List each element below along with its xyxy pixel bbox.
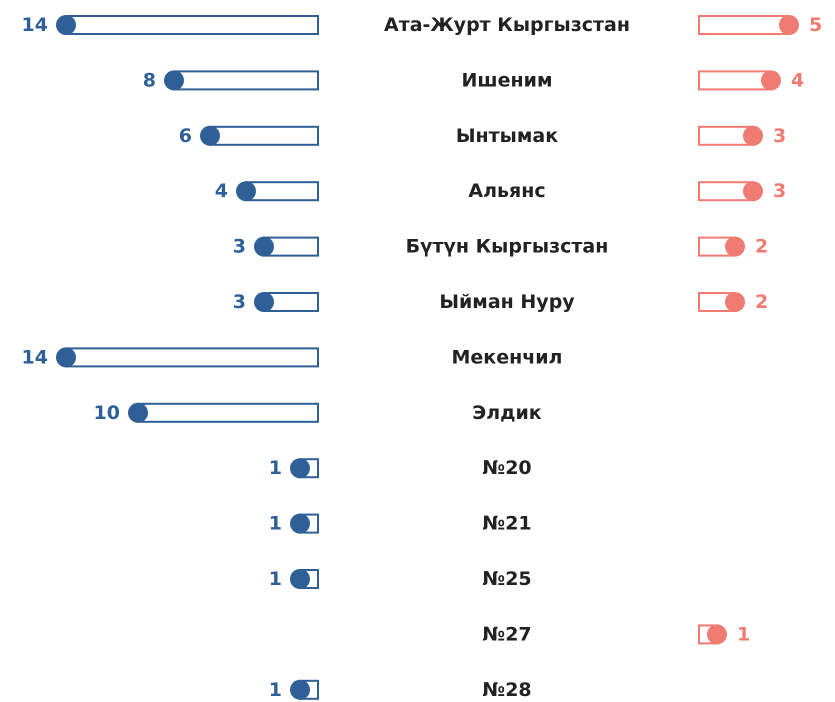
- bar-end-dot: [290, 679, 310, 700]
- category-label: №28: [482, 679, 531, 701]
- bar: [698, 70, 772, 91]
- bar-end-dot: [707, 624, 727, 645]
- value-label: 1: [737, 623, 750, 645]
- bar-end-dot: [56, 347, 76, 368]
- bar-end-dot: [254, 292, 274, 312]
- bar-end-dot: [128, 402, 148, 423]
- category-label: Элдик: [472, 402, 542, 424]
- value-label: 3: [773, 180, 786, 202]
- value-label: 4: [215, 180, 228, 202]
- bar-end-dot: [725, 292, 745, 312]
- bar-end-dot: [254, 236, 274, 257]
- bar: [173, 70, 319, 91]
- bar: [65, 15, 319, 35]
- value-label: 1: [269, 679, 282, 701]
- value-label: 3: [233, 291, 246, 313]
- category-label: Бүтүн Кыргызстан: [406, 236, 609, 258]
- value-label: 5: [809, 14, 822, 36]
- bar-end-dot: [779, 15, 799, 35]
- category-label: Ата-Журт Кыргызстан: [384, 14, 630, 36]
- bar: [65, 347, 319, 368]
- value-label: 8: [143, 69, 156, 91]
- value-label: 1: [269, 513, 282, 535]
- category-label: №27: [482, 623, 531, 645]
- value-label: 6: [179, 125, 192, 147]
- category-label: Ыйман Нуру: [439, 291, 575, 313]
- bar-end-dot: [164, 70, 184, 91]
- bar-end-dot: [236, 181, 256, 202]
- bar-end-dot: [290, 513, 310, 534]
- bar-end-dot: [290, 458, 310, 479]
- category-label: Ынтымак: [456, 125, 558, 147]
- value-label: 2: [755, 291, 768, 313]
- bar-end-dot: [725, 236, 745, 257]
- bar: [137, 402, 319, 423]
- value-label: 14: [22, 346, 48, 368]
- bar-end-dot: [290, 569, 310, 589]
- value-label: 3: [233, 236, 246, 258]
- bar-end-dot: [761, 70, 781, 91]
- value-label: 10: [94, 402, 120, 424]
- category-label: Ишеним: [462, 69, 553, 91]
- value-label: 2: [755, 236, 768, 258]
- category-label: №20: [482, 457, 531, 479]
- bar: [245, 181, 319, 202]
- value-label: 1: [269, 457, 282, 479]
- category-label: №25: [482, 568, 531, 590]
- value-label: 3: [773, 125, 786, 147]
- bar-end-dot: [743, 181, 763, 202]
- bar-end-dot: [200, 125, 220, 146]
- value-label: 14: [22, 14, 48, 36]
- value-label: 4: [791, 69, 804, 91]
- bar-end-dot: [56, 15, 76, 35]
- bar: [698, 15, 790, 35]
- bar-end-dot: [743, 125, 763, 146]
- value-label: 1: [269, 568, 282, 590]
- category-label: №21: [482, 513, 531, 535]
- category-label: Альянс: [468, 180, 545, 202]
- bar: [209, 125, 319, 146]
- category-label: Мекенчил: [452, 346, 563, 368]
